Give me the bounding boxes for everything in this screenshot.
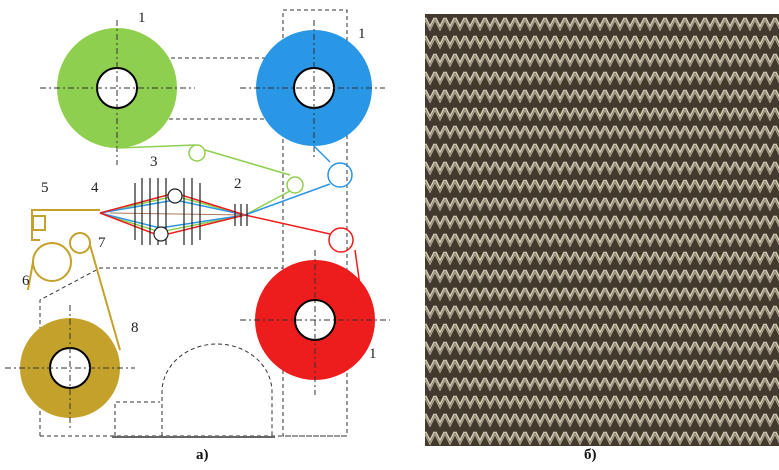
label-press-roller: 7: [98, 235, 106, 251]
caption-diagram: а): [196, 447, 209, 463]
label-reed: 2: [234, 176, 242, 192]
reed: [234, 204, 248, 226]
fabric-photo: [425, 14, 779, 446]
warp-blue: [99, 145, 353, 229]
heddles: [134, 178, 201, 245]
caption-photo: б): [584, 447, 597, 463]
loom-diagram: 1 1 1 3 2 4 5 6 7 8: [5, 9, 390, 438]
warp-bundle: [109, 212, 246, 216]
label-cloth-roll: 8: [131, 320, 139, 336]
label-bobbin-blue: 1: [358, 26, 366, 42]
label-bobbin-red: 1: [369, 346, 377, 362]
label-heddles: 3: [150, 154, 158, 170]
center-lines: [5, 20, 390, 430]
label-bobbin-green: 1: [138, 10, 146, 26]
cloth-path: [27, 209, 121, 351]
label-take-up-roller: 6: [22, 273, 30, 289]
warp-green: [99, 144, 304, 233]
label-fell: 4: [91, 180, 99, 196]
bobbin-green: [57, 28, 177, 148]
label-breast-beam: 5: [41, 180, 49, 196]
